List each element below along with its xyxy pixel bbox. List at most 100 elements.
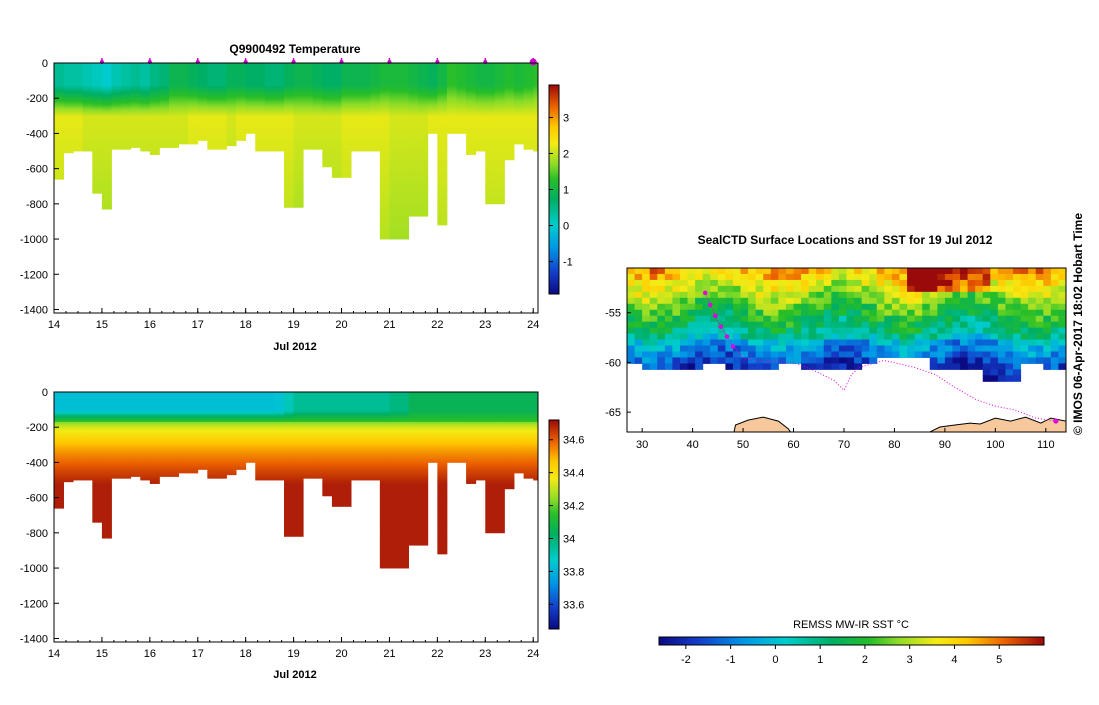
temperature-cell (246, 132, 256, 134)
y-tick-label: -200 (26, 93, 48, 105)
temperature-cell (524, 148, 534, 150)
x-tick-label: 15 (96, 319, 108, 331)
temperature-cell (73, 149, 83, 151)
temperature-cell (188, 142, 198, 144)
x-tick-label: 23 (479, 319, 491, 331)
salinity-cell (92, 521, 102, 523)
temperature-cell (504, 158, 514, 160)
temperature-cell (361, 149, 371, 151)
salinity-cell (179, 471, 189, 473)
salinity-cell (322, 494, 332, 496)
salinity-cell (102, 536, 112, 538)
temperature-cell (380, 237, 390, 239)
salinity-cell (73, 478, 83, 480)
temperature-section-cells (54, 63, 538, 239)
x-tick-label: 17 (192, 319, 204, 331)
temperature-cell (476, 149, 486, 151)
y-tick-label: 0 (42, 58, 48, 70)
temperature-cell (198, 139, 208, 141)
salinity-section-cells (54, 392, 538, 568)
colorbar-tick-label: 3 (563, 112, 569, 124)
salinity-cell (54, 506, 64, 508)
salinity-cell (198, 468, 208, 470)
temperature-cell (418, 214, 428, 216)
temperature-cell (313, 148, 323, 150)
salinity-cell (83, 478, 93, 480)
x-tick-label: 18 (240, 319, 252, 331)
temperature-cell (284, 206, 294, 208)
temperature-cell (294, 206, 304, 208)
temperature-cell (102, 207, 112, 209)
temperature-cell (112, 148, 122, 150)
temperature-cell (83, 149, 93, 151)
salinity-cell (169, 475, 179, 477)
salinity-cell (361, 478, 371, 480)
salinity-cell (255, 478, 265, 480)
salinity-cell (131, 475, 141, 477)
temperature-cell (265, 149, 275, 151)
temperature-cell (322, 165, 332, 167)
temperature-cell (255, 149, 265, 151)
x-tick-label: 24 (527, 319, 539, 331)
temperature-cell (351, 149, 361, 151)
salinity-cell (332, 505, 342, 507)
temperature-cell (207, 148, 217, 150)
temperature-cell (131, 146, 141, 148)
temperature-cell (54, 177, 64, 179)
colorbar-tick-label: 2 (563, 148, 569, 160)
salinity-cell (159, 475, 169, 477)
salinity-cell (294, 535, 304, 537)
temperature-cell (437, 223, 447, 225)
temperature-cell (303, 148, 313, 150)
salinity-cell (313, 477, 323, 479)
temperature-cell (399, 237, 409, 239)
temperature-cell (169, 146, 179, 148)
temperature-cell (236, 139, 246, 141)
y-tick-label: -600 (26, 164, 48, 176)
salinity-cell (265, 478, 275, 480)
temperature-cell (495, 202, 505, 204)
x-tick-label: 19 (287, 319, 299, 331)
salinity-cell (207, 477, 217, 479)
salinity-cell (140, 478, 150, 480)
profile-marker (530, 59, 537, 66)
salinity-cell (217, 477, 227, 479)
salinity-cell (150, 482, 160, 484)
temperature-cell (370, 149, 380, 151)
salinity-cell (121, 477, 131, 479)
temperature-cell (466, 153, 476, 155)
colorbar-tick-label: 0 (563, 221, 569, 233)
temperature-cell (485, 202, 495, 204)
y-tick-label: -1000 (20, 234, 48, 246)
temperature-cell (179, 142, 189, 144)
salinity-cell (274, 478, 284, 480)
temperature-cell (92, 192, 102, 194)
y-tick-label: -800 (26, 199, 48, 211)
y-tick-label: -400 (26, 128, 48, 140)
temperature-cell (274, 149, 284, 151)
temperature-cell (428, 132, 438, 134)
temperature-title: Q9900492 Temperature (229, 42, 361, 56)
salinity-cell (351, 478, 361, 480)
x-tick-label: 21 (383, 319, 395, 331)
temperature-cell (389, 237, 399, 239)
temperature-cell (227, 144, 237, 146)
salinity-cell (303, 477, 313, 479)
temperature-cell (121, 148, 131, 150)
temperature-xlabel: Jul 2012 (273, 341, 316, 353)
salinity-cell (236, 468, 246, 470)
temperature-cell (409, 214, 419, 216)
temperature-cell (159, 146, 169, 148)
salinity-cell (64, 480, 74, 482)
temperature-cell (457, 132, 467, 134)
temperature-cell (342, 176, 352, 178)
temperature-cell (447, 132, 457, 134)
temperature-cell (514, 142, 524, 144)
x-tick-label: 22 (431, 319, 443, 331)
salinity-cell (342, 505, 352, 507)
salinity-cell (246, 461, 256, 463)
